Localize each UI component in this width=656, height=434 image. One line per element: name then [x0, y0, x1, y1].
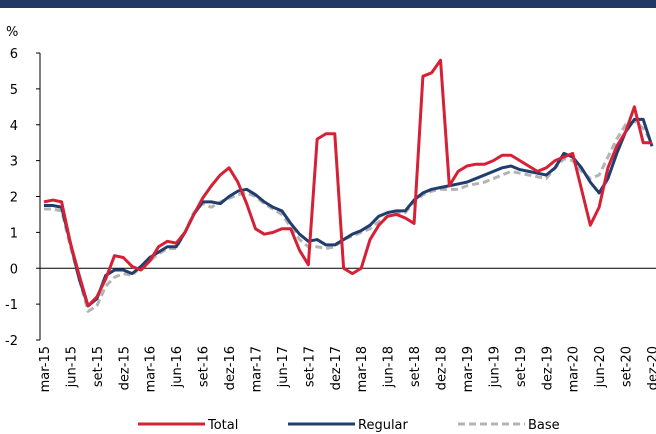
legend-label: Total [207, 418, 238, 433]
x-tick-label: mar-19 [461, 346, 476, 392]
series-line [44, 117, 654, 308]
x-tick-label: jun-15 [64, 346, 79, 388]
x-tick-label: jun-20 [593, 346, 608, 388]
x-tick-label: dez-19 [540, 346, 555, 390]
x-tick-label: dez-15 [117, 346, 132, 390]
series-line [44, 119, 654, 313]
legend-label: Regular [358, 418, 409, 433]
y-tick-label: 3 [10, 155, 18, 170]
x-tick-label: set-19 [514, 346, 529, 387]
x-tick-label: set-20 [620, 346, 635, 387]
y-tick-label: 6 [10, 47, 18, 62]
x-tick-label: mar-16 [144, 346, 159, 392]
x-tick-label: mar-17 [249, 346, 264, 392]
y-tick-label: -2 [5, 334, 18, 349]
y-tick-label: -1 [5, 298, 18, 313]
x-tick-label: set-18 [408, 346, 423, 387]
x-tick-label: jun-16 [170, 346, 185, 388]
x-tick-label: set-16 [197, 346, 212, 387]
y-tick-label: 2 [10, 191, 18, 206]
x-tick-label: set-17 [302, 346, 317, 387]
x-tick-label: mar-20 [567, 346, 582, 392]
x-tick-label: dez-17 [329, 346, 344, 390]
x-tick-label: jun-19 [487, 346, 502, 388]
x-tick-label: jun-17 [276, 346, 291, 388]
x-tick-label: dez-18 [435, 346, 450, 390]
y-tick-label: 0 [10, 262, 18, 277]
x-tick-label: jun-18 [382, 346, 397, 388]
y-axis-unit: % [6, 25, 18, 40]
series-line [43, 58, 652, 308]
x-tick-label: set-15 [91, 346, 106, 387]
x-tick-label: mar-18 [355, 346, 370, 392]
header-bar [0, 0, 656, 8]
y-tick-label: 5 [10, 83, 18, 98]
y-tick-label: 4 [10, 119, 18, 134]
x-tick-label: mar-15 [38, 346, 53, 392]
x-tick-label: dez-16 [223, 346, 238, 390]
x-tick-label: dez-20 [646, 346, 656, 390]
legend-label: Base [528, 418, 560, 433]
y-tick-label: 1 [10, 226, 18, 241]
